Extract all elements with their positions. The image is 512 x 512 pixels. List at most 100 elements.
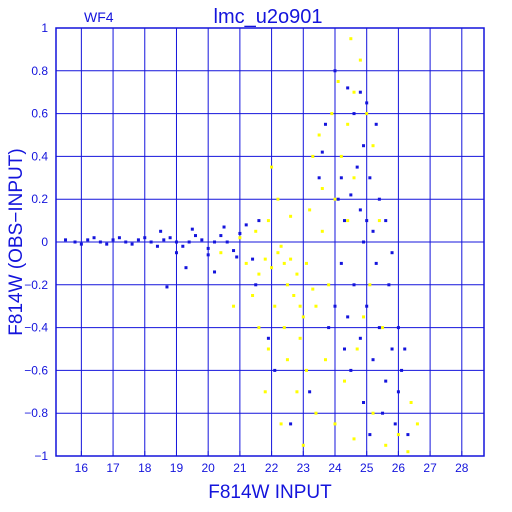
blue-point — [371, 358, 375, 362]
blue-point — [73, 240, 77, 244]
yellow-point — [362, 315, 366, 319]
blue-point — [213, 240, 217, 244]
blue-point — [390, 347, 394, 351]
yellow-point — [285, 358, 289, 362]
yellow-point — [276, 251, 280, 255]
yellow-point — [279, 244, 283, 248]
blue-point — [317, 176, 321, 180]
blue-point — [358, 208, 362, 212]
yellow-point — [257, 272, 261, 276]
yellow-point — [219, 251, 223, 255]
blue-point — [200, 238, 204, 242]
x-tick-label: 24 — [328, 461, 342, 475]
x-tick-label: 17 — [106, 461, 120, 475]
blue-point — [193, 234, 197, 238]
blue-point — [336, 197, 340, 201]
x-tick-label: 20 — [201, 461, 215, 475]
yellow-point — [298, 336, 302, 340]
blue-point — [362, 401, 366, 404]
blue-point — [244, 223, 248, 227]
x-tick-label: 22 — [265, 461, 279, 475]
yellow-point — [292, 294, 296, 297]
y-tick-label: −0.8 — [24, 406, 48, 420]
yellow-point — [251, 294, 255, 297]
blue-point — [155, 244, 159, 248]
blue-point — [362, 144, 366, 148]
blue-point — [222, 225, 226, 229]
yellow-point — [336, 80, 340, 83]
yellow-point — [273, 304, 277, 308]
yellow-point — [333, 197, 337, 201]
blue-point — [64, 238, 68, 242]
blue-point — [168, 236, 172, 240]
yellow-point — [270, 266, 274, 270]
blue-point — [396, 326, 400, 330]
yellow-point — [352, 437, 356, 441]
yellow-point — [409, 401, 413, 404]
yellow-point — [254, 229, 258, 233]
yellow-point — [301, 443, 305, 447]
y-axis-label: F814W (OBS−INPUT) — [6, 148, 27, 335]
yellow-point — [270, 165, 274, 169]
blue-point — [346, 315, 350, 319]
blue-point — [111, 238, 115, 242]
yellow-point — [263, 257, 267, 261]
y-tick-label: 0.2 — [31, 192, 48, 206]
x-axis-label: F814W INPUT — [208, 482, 332, 503]
chart-title: lmc_u2o901 — [214, 6, 323, 28]
yellow-point — [304, 368, 308, 372]
blue-point — [213, 270, 217, 274]
blue-point — [339, 176, 343, 180]
blue-point — [343, 219, 347, 223]
x-tick-label: 21 — [233, 461, 247, 475]
x-tick-label: 28 — [455, 461, 469, 475]
blue-point — [225, 240, 229, 244]
yellow-point — [323, 358, 327, 362]
yellow-point — [371, 411, 375, 415]
yellow-point — [371, 144, 375, 148]
blue-point — [333, 304, 337, 308]
yellow-point — [406, 450, 410, 454]
blue-point — [377, 197, 381, 201]
blue-point — [346, 86, 350, 90]
blue-point — [162, 238, 166, 242]
blue-point — [174, 240, 178, 244]
yellow-point — [343, 379, 347, 383]
blue-point — [358, 336, 362, 340]
blue-point — [349, 368, 353, 372]
yellow-point — [311, 287, 315, 291]
blue-point — [406, 433, 410, 437]
yellow-point — [327, 283, 331, 287]
yellow-point-series — [219, 37, 419, 454]
yellow-point — [314, 304, 318, 308]
blue-point — [365, 101, 369, 105]
blue-point — [143, 236, 147, 240]
yellow-point — [355, 347, 359, 351]
blue-point — [371, 229, 375, 233]
x-tick-label: 23 — [297, 461, 311, 475]
yellow-point — [368, 283, 372, 287]
blue-point — [339, 261, 343, 265]
blue-point — [374, 122, 378, 126]
blue-point — [79, 242, 83, 246]
y-tick-label: −0.2 — [24, 278, 48, 292]
yellow-point — [352, 90, 356, 94]
y-tick-label: −1 — [34, 449, 48, 463]
blue-point — [98, 240, 102, 244]
blue-point — [349, 193, 353, 197]
blue-point — [352, 283, 356, 287]
yellow-point — [279, 422, 283, 426]
yellow-point — [263, 390, 267, 394]
y-tick-label: −0.4 — [24, 321, 48, 335]
blue-point — [403, 347, 407, 351]
blue-point — [308, 390, 312, 394]
blue-point — [251, 257, 255, 261]
blue-point — [365, 219, 369, 223]
y-tick-label: 0.6 — [31, 107, 48, 121]
x-tick-labels: 16 17 18 19 20 21 22 23 24 25 26 27 28 — [75, 461, 469, 475]
blue-point — [368, 176, 372, 180]
blue-point — [190, 227, 194, 231]
blue-point — [254, 283, 258, 287]
blue-point — [352, 112, 356, 116]
